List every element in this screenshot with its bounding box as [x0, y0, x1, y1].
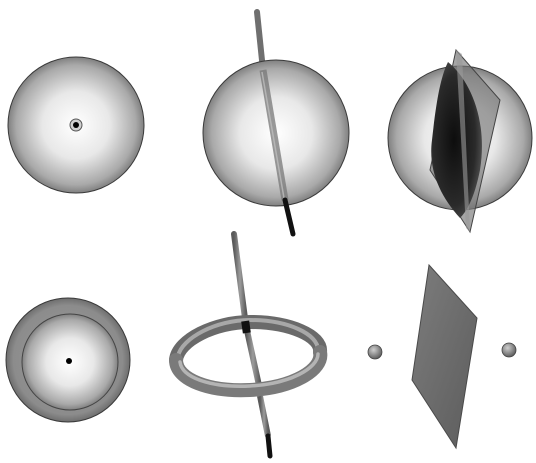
point-left	[367, 344, 383, 360]
line-bottom-segment	[282, 197, 296, 237]
panel-sphere-with-point	[7, 56, 145, 194]
torus-front	[169, 345, 328, 398]
line-inside-highlight	[261, 71, 285, 199]
line-top-segment	[231, 231, 249, 329]
line-top-segment	[254, 9, 266, 73]
point	[73, 122, 79, 128]
plane-edge-highlight	[456, 50, 470, 232]
point	[66, 358, 72, 364]
plane	[411, 263, 478, 450]
panel-plane-with-two-points	[367, 263, 517, 450]
panel-nested-spheres-with-point	[5, 297, 131, 423]
line-inside-segment	[259, 69, 289, 201]
panel-sphere-with-line	[202, 9, 350, 237]
torus-front-highlight	[178, 352, 320, 388]
panel-sphere-with-plane	[387, 48, 533, 234]
line-middle-segment	[243, 325, 263, 391]
panel-torus-with-line	[169, 231, 328, 459]
line-torus-crossing	[241, 320, 251, 334]
point-right	[501, 342, 517, 358]
line-bottom-tip	[265, 433, 273, 459]
plane-cross-section	[431, 62, 482, 218]
line-bottom-segment	[257, 395, 271, 437]
torus-back-highlight	[176, 317, 320, 358]
